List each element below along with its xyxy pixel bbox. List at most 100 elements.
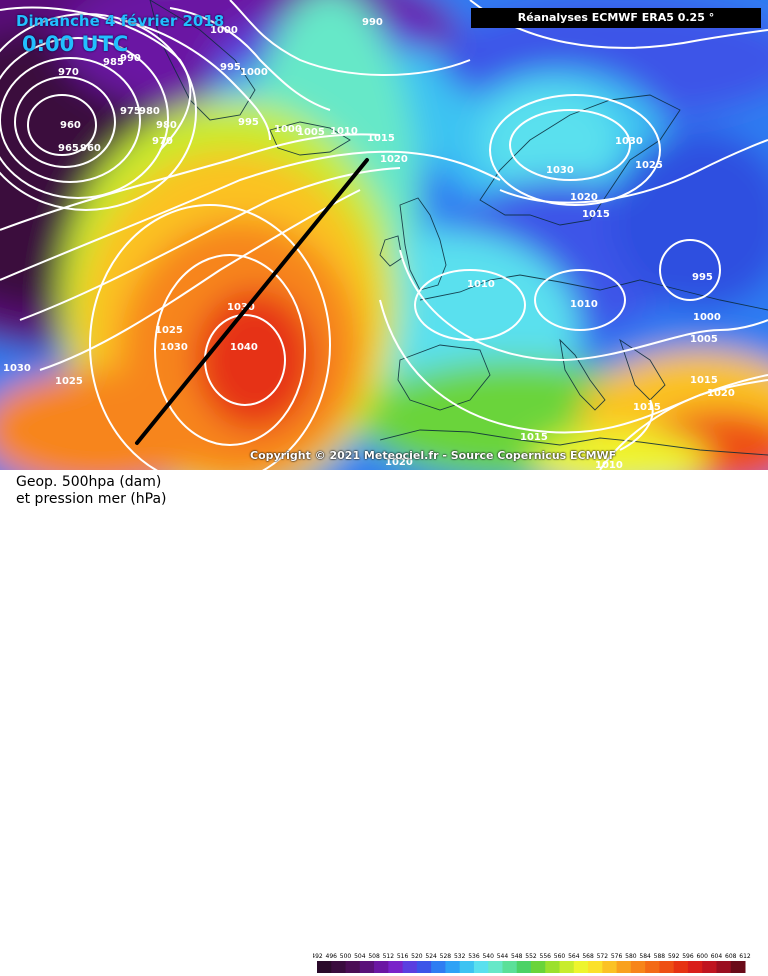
legend-swatch: [459, 961, 475, 973]
legend-tick-label: 524: [425, 953, 437, 960]
isobar-label: 1025: [155, 325, 183, 336]
legend-swatch: [573, 961, 589, 973]
legend-tick-label: 500: [340, 953, 352, 960]
legend-tick-label: 536: [468, 953, 480, 960]
isobar-label: 995: [220, 62, 241, 73]
isobar-label: 990: [362, 17, 383, 28]
isobar-label: 1010: [330, 126, 358, 137]
legend-tick-label: 548: [511, 953, 523, 960]
legend-swatch: [516, 961, 532, 973]
geopotential-map: 990 1000 995 1000 970 985 990 975 980 98…: [0, 0, 768, 470]
legend-tick-label: 592: [668, 953, 680, 960]
color-legend: 492 496 500 504 508 512 516 520 524 528 532 536 540 5…: [313, 953, 751, 973]
isobar-label: 1020: [707, 388, 735, 399]
isobar-label: 1030: [615, 136, 643, 147]
legend-swatch: [402, 961, 418, 973]
legend-tick-label: 556: [540, 953, 552, 960]
isobar-label: 1025: [635, 160, 663, 171]
legend-tick-label: 508: [368, 953, 380, 960]
isobar-label: 1005: [690, 334, 718, 345]
legend-tick-label: 520: [411, 953, 423, 960]
isobar-label: 980: [156, 120, 177, 131]
legend-swatch: [488, 961, 503, 973]
legend-swatch: [659, 961, 675, 973]
isobar-label: 995: [238, 117, 259, 128]
legend-swatch: [473, 961, 489, 973]
legend-tick-label: 516: [397, 953, 409, 960]
annotation-line: [135, 158, 369, 445]
legend-tick-label: 608: [725, 953, 737, 960]
isobar-label: 1030: [3, 363, 31, 374]
legend-tick-label: 572: [597, 953, 609, 960]
legend-tick-label: 504: [354, 953, 366, 960]
legend-swatch: [317, 961, 332, 973]
isobar-label: 980: [139, 106, 160, 117]
copyright-text: Copyright © 2021 Meteociel.fr - Source C…: [250, 449, 617, 462]
isobar-label: 1020: [385, 457, 413, 468]
isobar-label: 1015: [367, 133, 395, 144]
isobar-label: 1040: [230, 342, 258, 353]
legend-tick-label: 552: [525, 953, 537, 960]
legend-tick-label: 564: [568, 953, 580, 960]
isobar-label: 1000: [693, 312, 721, 323]
legend-swatch: [616, 961, 632, 973]
map-panel: 990 1000 995 1000 970 985 990 975 980 98…: [0, 0, 768, 470]
legend-tick-label: 492: [313, 953, 323, 960]
isobar-labels: 990 1000 995 1000 970 985 990 975 980 98…: [3, 17, 735, 470]
isobar-label: 965: [58, 143, 79, 154]
legend-swatch: [588, 961, 603, 973]
legend-swatch: [416, 961, 432, 973]
isobar-label: 1000: [274, 124, 302, 135]
isobar-label: 970: [58, 67, 79, 78]
isobar-label: 1025: [55, 376, 83, 387]
geopotential-field: [0, 0, 768, 470]
legend-swatch: [716, 961, 732, 973]
legend-tick-label: 588: [654, 953, 666, 960]
isobar-label: 975: [120, 106, 141, 117]
legend-ticks: 492 496 500 504 508 512 516 520 524 528 532 536 540 5…: [313, 953, 751, 960]
isobar-label: 1015: [520, 432, 548, 443]
isobar-label: 1015: [633, 402, 661, 413]
legend-swatch: [645, 961, 660, 973]
isobar-label: 1005: [297, 127, 325, 138]
legend-tick-label: 580: [625, 953, 637, 960]
legend-tick-label: 496: [326, 953, 338, 960]
isobar-label: 1015: [582, 209, 610, 220]
isobar-label: 1030: [546, 165, 574, 176]
isobar-label: 960: [60, 120, 81, 131]
isobar-label: 1000: [240, 67, 268, 78]
legend-tick-label: 584: [639, 953, 651, 960]
legend-swatch: [388, 961, 404, 973]
legend-tick-label: 576: [611, 953, 623, 960]
isobar-label: 1030: [227, 302, 255, 313]
isobar-label: 1015: [690, 375, 718, 386]
isobar-label: 985: [103, 57, 124, 68]
isobar-label: 1010: [595, 460, 623, 470]
legend-swatch: [602, 961, 618, 973]
date-title: Dimanche 4 février 2018: [16, 12, 225, 30]
legend-swatch: [545, 961, 561, 973]
legend-swatch: [673, 961, 689, 973]
legend-swatch: [559, 961, 575, 973]
legend-tick-label: 528: [440, 953, 452, 960]
isobar-label: 970: [152, 136, 173, 147]
legend-tick-label: 596: [682, 953, 694, 960]
isobar-label: 1000: [210, 25, 238, 36]
legend-swatch: [730, 961, 746, 973]
legend-tick-label: 544: [497, 953, 509, 960]
legend-tick-label: 532: [454, 953, 466, 960]
caption-line-1: Geop. 500hpa (dam): [16, 474, 162, 490]
caption-line-2: et pression mer (hPa): [16, 491, 167, 507]
source-label: Réanalyses ECMWF ERA5 0.25 °: [471, 8, 761, 28]
legend-swatch: [374, 961, 389, 973]
isobar-label: 1010: [570, 299, 598, 310]
isobar-label: 990: [120, 53, 141, 64]
legend-tick-label: 540: [482, 953, 494, 960]
isobar-label: 1010: [467, 279, 495, 290]
isobar-label: 960: [80, 143, 101, 154]
legend-swatch: [531, 961, 546, 973]
time-title: 0:00 UTC: [22, 32, 129, 56]
legend-swatches: [317, 961, 746, 973]
legend-swatch: [445, 961, 461, 973]
